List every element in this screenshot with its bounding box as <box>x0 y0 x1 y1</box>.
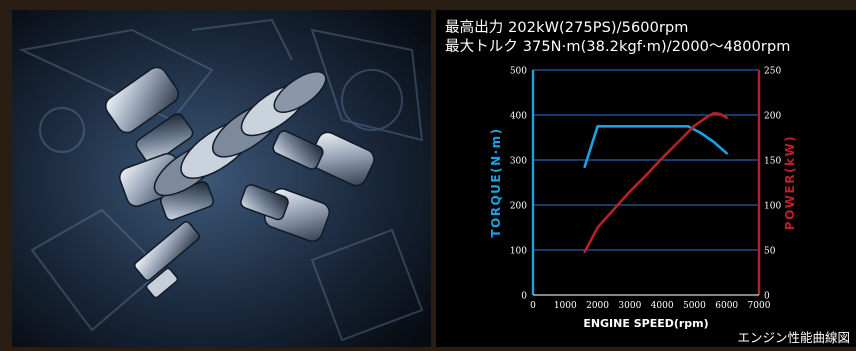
y-left-tick-label: 500 <box>510 67 527 77</box>
x-tick-label: 2000 <box>586 301 609 311</box>
x-tick-label: 6000 <box>715 301 738 311</box>
x-axis-title: ENGINE SPEED(rpm) <box>583 317 708 330</box>
y-right-tick-label: 100 <box>764 202 781 212</box>
performance-chart-panel: 最高出力 202kW(275PS)/5600rpm 最大トルク 375N·m(3… <box>436 10 856 347</box>
x-tick-label: 4000 <box>651 301 674 311</box>
max-power-spec: 最高出力 202kW(275PS)/5600rpm <box>445 20 689 36</box>
power-curve <box>583 111 728 254</box>
x-tick-label: 1000 <box>554 301 577 311</box>
y-right-tick-label: 150 <box>764 157 781 167</box>
engine-cutaway-image <box>12 10 431 347</box>
y-right-axis-title: POWER(kW) <box>783 135 797 230</box>
y-left-tick-label: 100 <box>510 247 527 257</box>
y-left-tick-label: 400 <box>510 112 527 122</box>
x-tick-label: 0 <box>530 301 536 311</box>
x-tick-label: 7000 <box>748 301 771 311</box>
engine-illustration <box>12 10 431 347</box>
y-left-tick-label: 300 <box>510 157 527 167</box>
y-left-tick-label: 200 <box>510 202 527 212</box>
x-tick-label: 5000 <box>683 301 706 311</box>
y-right-tick-label: 200 <box>764 112 781 122</box>
y-right-tick-label: 50 <box>764 247 776 257</box>
torque-curve <box>583 125 728 169</box>
x-tick-label: 3000 <box>618 301 641 311</box>
y-right-tick-label: 250 <box>764 67 781 77</box>
y-left-axis-title: TORQUE(N·m) <box>489 127 503 237</box>
y-right-tick-label: 0 <box>764 292 770 302</box>
y-left-tick-label: 0 <box>521 292 527 302</box>
max-torque-spec: 最大トルク 375N·m(38.2kgf·m)/2000～4800rpm <box>445 39 791 55</box>
chart-caption: エンジン性能曲線図 <box>737 330 850 345</box>
